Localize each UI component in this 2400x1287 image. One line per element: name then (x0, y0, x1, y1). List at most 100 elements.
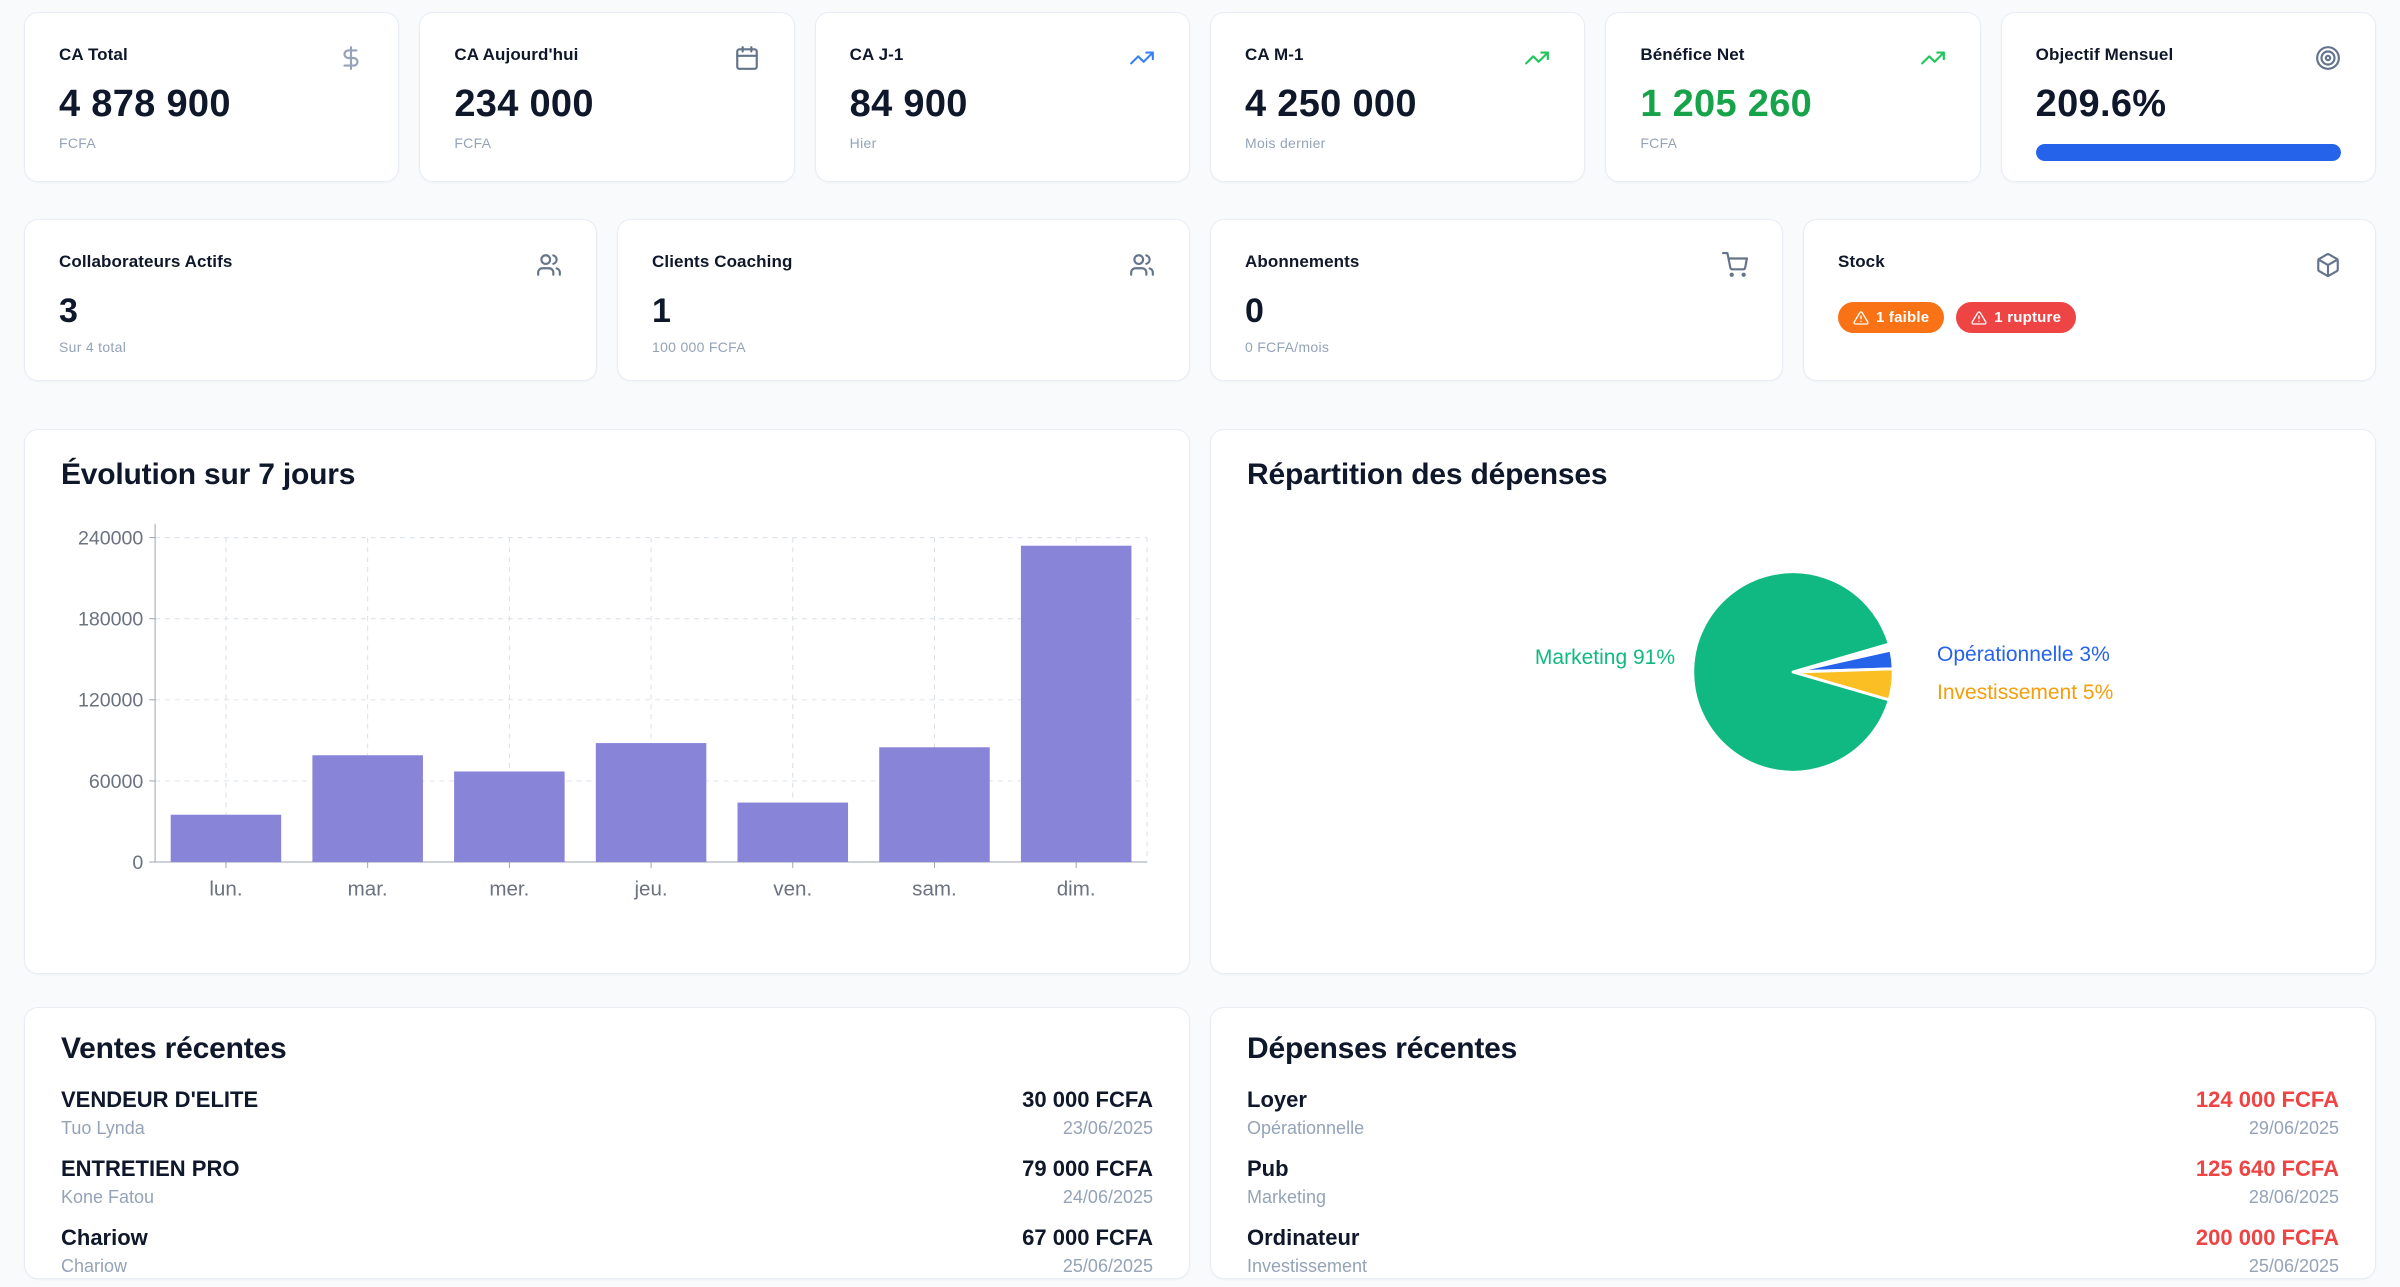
package-icon (2315, 252, 2341, 278)
kpi-value: 1 (652, 292, 672, 330)
calendar-icon (734, 45, 760, 71)
svg-text:mar.: mar. (348, 877, 388, 900)
objective-progress-fill (2035, 143, 2341, 161)
pie-chart-area: Marketing 91% Opérationnelle 3% Investis… (1247, 492, 2339, 932)
kpi-value: 209.6% (2035, 83, 2167, 125)
kpi-title: Bénéfice Net (1640, 45, 1745, 64)
expense-category: Opérationnelle (1247, 1118, 1365, 1138)
kpi-title: Objectif Mensuel (2035, 45, 2174, 64)
expense-date: 28/06/2025 (2248, 1187, 2339, 1207)
kpi-title: CA Aujourd'hui (454, 45, 579, 64)
kpi-subtitle: Mois dernier (1245, 134, 1326, 151)
pie-label-investissement: Investissement 5% (1937, 681, 2114, 704)
stock-low-badge: 1 faible (1838, 302, 1945, 333)
kpi-value: 0 (1245, 292, 1265, 330)
kpi-subtitle: Hier (849, 134, 877, 151)
svg-text:jeu.: jeu. (633, 877, 667, 900)
sale-date: 25/06/2025 (1062, 1256, 1153, 1276)
bar-chart-card: Évolution sur 7 jours 0 60000 120000 180000… (24, 429, 1190, 974)
kpi-title: Collaborateurs Actifs (59, 252, 233, 271)
sale-date: 23/06/2025 (1062, 1118, 1153, 1138)
expense-name: Ordinateur (1247, 1225, 1360, 1250)
expense-name: Pub (1247, 1156, 1289, 1181)
kpi-subtitle: FCFA (454, 134, 492, 151)
pie-chart-title: Répartition des dépenses (1247, 458, 1608, 491)
sale-amount: 30 000 FCFA (1022, 1087, 1153, 1112)
sale-amount: 67 000 FCFA (1022, 1225, 1153, 1250)
users-icon (1129, 252, 1155, 278)
sale-date: 24/06/2025 (1062, 1187, 1153, 1207)
warning-triangle-icon (1971, 310, 1987, 326)
dollar-sign-icon (338, 45, 364, 71)
svg-text:dim.: dim. (1057, 877, 1096, 900)
kpi-title: Clients Coaching (652, 252, 793, 271)
expense-category: Investissement (1247, 1256, 1368, 1276)
pie-chart-card: Répartition des dépenses Marketing 91% O… (1210, 429, 2376, 974)
kpi-card-stock: Stock 1 faible 1 rupture (1803, 219, 2376, 381)
kpi-title: CA M-1 (1245, 45, 1304, 64)
svg-text:60000: 60000 (89, 771, 144, 793)
kpi-title: Stock (1838, 252, 1885, 271)
svg-text:mer.: mer. (489, 877, 529, 900)
kpi-title: CA Total (59, 45, 128, 64)
svg-text:ven.: ven. (773, 877, 812, 900)
stock-low-badge-label: 1 faible (1876, 309, 1930, 326)
kpi-value: 84 900 (849, 83, 968, 125)
svg-text:180000: 180000 (78, 609, 143, 631)
trending-up-icon (1920, 45, 1946, 71)
svg-text:120000: 120000 (78, 690, 143, 712)
expense-row: Pub Marketing 125 640 FCFA 28/06/2025 (1247, 1156, 2339, 1208)
kpi-value: 4 250 000 (1245, 83, 1417, 125)
kpi-card-ca-total: CA Total 4 878 900 FCFA (24, 12, 400, 182)
sale-detail: Kone Fatou (61, 1187, 155, 1207)
kpi-card-ca-j-1: CA J-1 84 900 Hier (814, 12, 1190, 182)
stock-out-badge: 1 rupture (1956, 302, 2077, 333)
sale-amount: 79 000 FCFA (1022, 1156, 1153, 1181)
svg-text:0: 0 (132, 852, 143, 874)
sale-detail: Chariow (61, 1256, 128, 1276)
kpi-value: 3 (59, 292, 79, 330)
expense-category: Marketing (1247, 1187, 1327, 1207)
expense-date: 25/06/2025 (2248, 1256, 2339, 1276)
pie-label-operationnelle: Opérationnelle 3% (1937, 643, 2110, 666)
sale-name: Chariow (61, 1225, 148, 1250)
kpi-card-abonnements: Abonnements 0 0 FCFA/mois (1210, 219, 1783, 381)
kpi-subtitle: FCFA (1640, 134, 1678, 151)
sale-row: VENDEUR D'ELITE Tuo Lynda 30 000 FCFA 23… (61, 1087, 1153, 1139)
kpi-card-objectif-mensuel: Objectif Mensuel 209.6% (2000, 12, 2376, 182)
kpi-card-clients-coaching: Clients Coaching 1 100 000 FCFA (617, 219, 1190, 381)
pie-chart[interactable] (1687, 566, 1899, 778)
shopping-cart-icon (1722, 252, 1748, 278)
bar-chart[interactable]: 0 60000 120000 180000 240000 lun. mar. mer. jeu.… (61, 518, 1149, 922)
recent-sales-title: Ventes récentes (61, 1032, 287, 1065)
recent-expenses-card: Dépenses récentes Loyer Opérationnelle 1… (1210, 1007, 2376, 1279)
kpi-title: CA J-1 (849, 45, 904, 64)
recent-expenses-title: Dépenses récentes (1247, 1032, 1518, 1065)
trending-up-icon (1129, 45, 1155, 71)
lists-row: Ventes récentes VENDEUR D'ELITE Tuo Lynd… (24, 1007, 2376, 1279)
trending-up-icon (1524, 45, 1550, 71)
sale-row: ENTRETIEN PRO Kone Fatou 79 000 FCFA 24/… (61, 1156, 1153, 1208)
sale-name: VENDEUR D'ELITE (61, 1087, 259, 1112)
kpi-value: 234 000 (454, 83, 594, 125)
kpi-value: 4 878 900 (59, 83, 231, 125)
expense-row: Ordinateur Investissement 200 000 FCFA 2… (1247, 1225, 2339, 1277)
stock-out-badge-label: 1 rupture (1994, 309, 2062, 326)
pie-label-marketing: Marketing 91% (1534, 646, 1675, 669)
kpi-subtitle: 100 000 FCFA (652, 339, 746, 356)
kpi-card-ca-aujourdhui: CA Aujourd'hui 234 000 FCFA (419, 12, 795, 182)
svg-text:lun.: lun. (209, 877, 242, 900)
kpi-value: 1 205 260 (1640, 83, 1813, 125)
kpi-card-ca-m-1: CA M-1 4 250 000 Mois dernier (1210, 12, 1586, 182)
expense-row: Loyer Opérationnelle 124 000 FCFA 29/06/… (1247, 1087, 2339, 1139)
expense-amount: 125 640 FCFA (2195, 1156, 2339, 1181)
expense-name: Loyer (1247, 1087, 1307, 1112)
bar-chart-title: Évolution sur 7 jours (61, 458, 356, 491)
kpi-subtitle: Sur 4 total (59, 339, 127, 356)
expense-amount: 200 000 FCFA (2195, 1225, 2339, 1250)
kpi-title: Abonnements (1245, 252, 1360, 271)
svg-text:sam.: sam. (912, 877, 957, 900)
charts-row: Évolution sur 7 jours 0 60000 120000 180000… (24, 429, 2376, 974)
target-icon (2315, 45, 2341, 71)
sale-name: ENTRETIEN PRO (61, 1156, 240, 1181)
